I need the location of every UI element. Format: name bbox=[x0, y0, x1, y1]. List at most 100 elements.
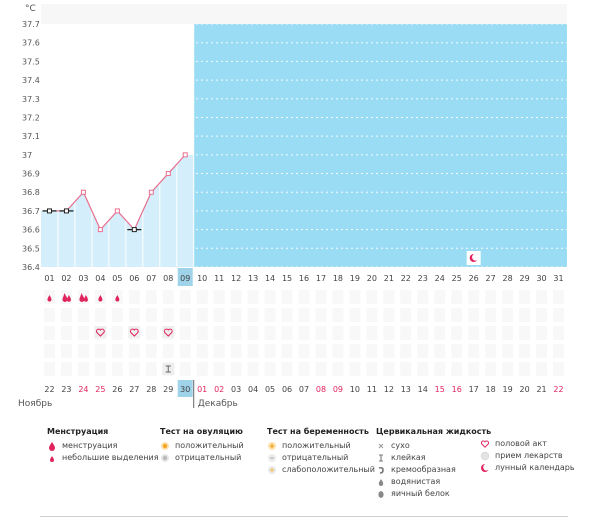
calendar-date-label: 01 bbox=[197, 385, 207, 394]
calendar-date-label: 17 bbox=[469, 385, 479, 394]
marker-cell bbox=[230, 290, 242, 304]
legend-item-ovulation-positive: положительный bbox=[160, 440, 244, 452]
marker-cell bbox=[434, 362, 446, 376]
marker-cell bbox=[434, 290, 446, 304]
legend-item-label: положительный bbox=[175, 441, 244, 450]
marker-cell bbox=[128, 308, 140, 322]
marker-cell bbox=[264, 308, 276, 322]
bottom-divider bbox=[40, 516, 568, 517]
legend-ovulation-title: Тест на овуляцию bbox=[160, 427, 243, 436]
marker-cell bbox=[519, 290, 531, 304]
marker-cell bbox=[128, 344, 140, 358]
legend-menstruation: Менструация менструация небольшие выделе… bbox=[47, 427, 159, 464]
legend-pregnancy-test: Тест на беременность положительный отриц… bbox=[267, 427, 375, 476]
legend-item-label: прием лекарств bbox=[495, 451, 563, 460]
marker-cell bbox=[145, 308, 157, 322]
marker-cell bbox=[230, 326, 242, 340]
marker-cell bbox=[383, 362, 395, 376]
marker-cell bbox=[196, 344, 208, 358]
marker-cell bbox=[485, 326, 497, 340]
marker-cell bbox=[196, 290, 208, 304]
moon-icon bbox=[480, 463, 490, 473]
marker-cell bbox=[502, 326, 514, 340]
marker-cell bbox=[400, 308, 412, 322]
cycle-day-label: 26 bbox=[469, 274, 479, 283]
legend-item-label: отрицательный bbox=[175, 453, 242, 462]
drop-heavy-icon bbox=[79, 293, 85, 302]
legend-item-label: водянистая bbox=[391, 477, 441, 486]
marker-cell bbox=[519, 308, 531, 322]
marker-cell bbox=[111, 308, 123, 322]
marker-cell bbox=[349, 290, 361, 304]
calendar-date-label: 05 bbox=[265, 385, 275, 394]
legend-ovulation-test: Тест на овуляцию положительный отрицател… bbox=[160, 427, 244, 464]
legend-item-moon: лунный календарь bbox=[480, 462, 575, 474]
calendar-date-label: 11 bbox=[367, 385, 377, 394]
marker-cell bbox=[213, 362, 225, 376]
calendar-date-label: 06 bbox=[282, 385, 292, 394]
marker-cell bbox=[315, 344, 327, 358]
calendar-date-label: 08 bbox=[316, 385, 326, 394]
marker-cell bbox=[77, 344, 89, 358]
marker-cell bbox=[468, 362, 480, 376]
cycle-day-label: 23 bbox=[418, 274, 428, 283]
marker-cell bbox=[451, 344, 463, 358]
marker-cell bbox=[298, 362, 310, 376]
cycle-day-label: 03 bbox=[78, 274, 88, 283]
marker-cell bbox=[332, 344, 344, 358]
marker-cell bbox=[264, 290, 276, 304]
marker-cell bbox=[366, 290, 378, 304]
pill-icon bbox=[480, 451, 490, 461]
marker-cell bbox=[298, 308, 310, 322]
y-tick-label: 36.5 bbox=[22, 244, 40, 253]
circle-grey-icon bbox=[160, 453, 170, 463]
cycle-day-label: 22 bbox=[401, 274, 411, 283]
marker-cell bbox=[247, 344, 259, 358]
cycle-day-label: 02 bbox=[61, 274, 71, 283]
marker-cell bbox=[94, 344, 106, 358]
cycle-day-label: 17 bbox=[316, 274, 326, 283]
heart-icon bbox=[163, 328, 173, 337]
drop-light-icon bbox=[47, 453, 57, 463]
marker-cell bbox=[44, 308, 55, 322]
marker-cell bbox=[485, 308, 497, 322]
marker-cell bbox=[417, 308, 429, 322]
legend-cervical-fluid: Цервикальная жидкость сухо клейкая кремо… bbox=[376, 427, 491, 500]
legend-item-watery: водянистая bbox=[376, 476, 491, 488]
cross-icon bbox=[376, 441, 386, 451]
marker-cell bbox=[111, 344, 123, 358]
marker-cell bbox=[434, 344, 446, 358]
cycle-day-label: 29 bbox=[519, 274, 529, 283]
y-tick-label: 36.9 bbox=[22, 170, 40, 179]
test-positive-icon bbox=[267, 441, 277, 451]
marker-cell bbox=[298, 326, 310, 340]
calendar-date-label: 12 bbox=[384, 385, 394, 394]
cycle-day-label: 09 bbox=[180, 274, 190, 283]
marker-cell bbox=[383, 308, 395, 322]
marker-cell bbox=[485, 362, 497, 376]
calendar-date-label: 07 bbox=[299, 385, 309, 394]
marker-cell bbox=[60, 326, 72, 340]
marker-cell bbox=[213, 344, 225, 358]
marker-cell bbox=[383, 344, 395, 358]
marker-cell bbox=[145, 326, 157, 340]
bbt-chart: 37.7 37.6 37.5 37.4 37.3 37.2 37.1 37 36.9 36.8 36… bbox=[18, 4, 567, 409]
marker-cell bbox=[383, 290, 395, 304]
marker-cell bbox=[179, 326, 191, 340]
marker-cell bbox=[400, 344, 412, 358]
marker-cell bbox=[536, 344, 548, 358]
marker-cell bbox=[264, 344, 276, 358]
marker-cell bbox=[366, 344, 378, 358]
marker-cell bbox=[179, 308, 191, 322]
calendar-date-label: 24 bbox=[78, 385, 88, 394]
cycle-day-label: 01 bbox=[44, 274, 54, 283]
temperature-point bbox=[165, 171, 171, 177]
heart-icon bbox=[480, 439, 490, 449]
calendar-date-label: 21 bbox=[536, 385, 546, 394]
legend-item-medication: прием лекарств bbox=[480, 450, 575, 462]
marker-cell bbox=[502, 362, 514, 376]
marker-cell bbox=[281, 326, 293, 340]
marker-cell bbox=[77, 362, 89, 376]
legend-item-label: кремообразная bbox=[391, 465, 456, 474]
drop-light-icon bbox=[115, 295, 120, 302]
